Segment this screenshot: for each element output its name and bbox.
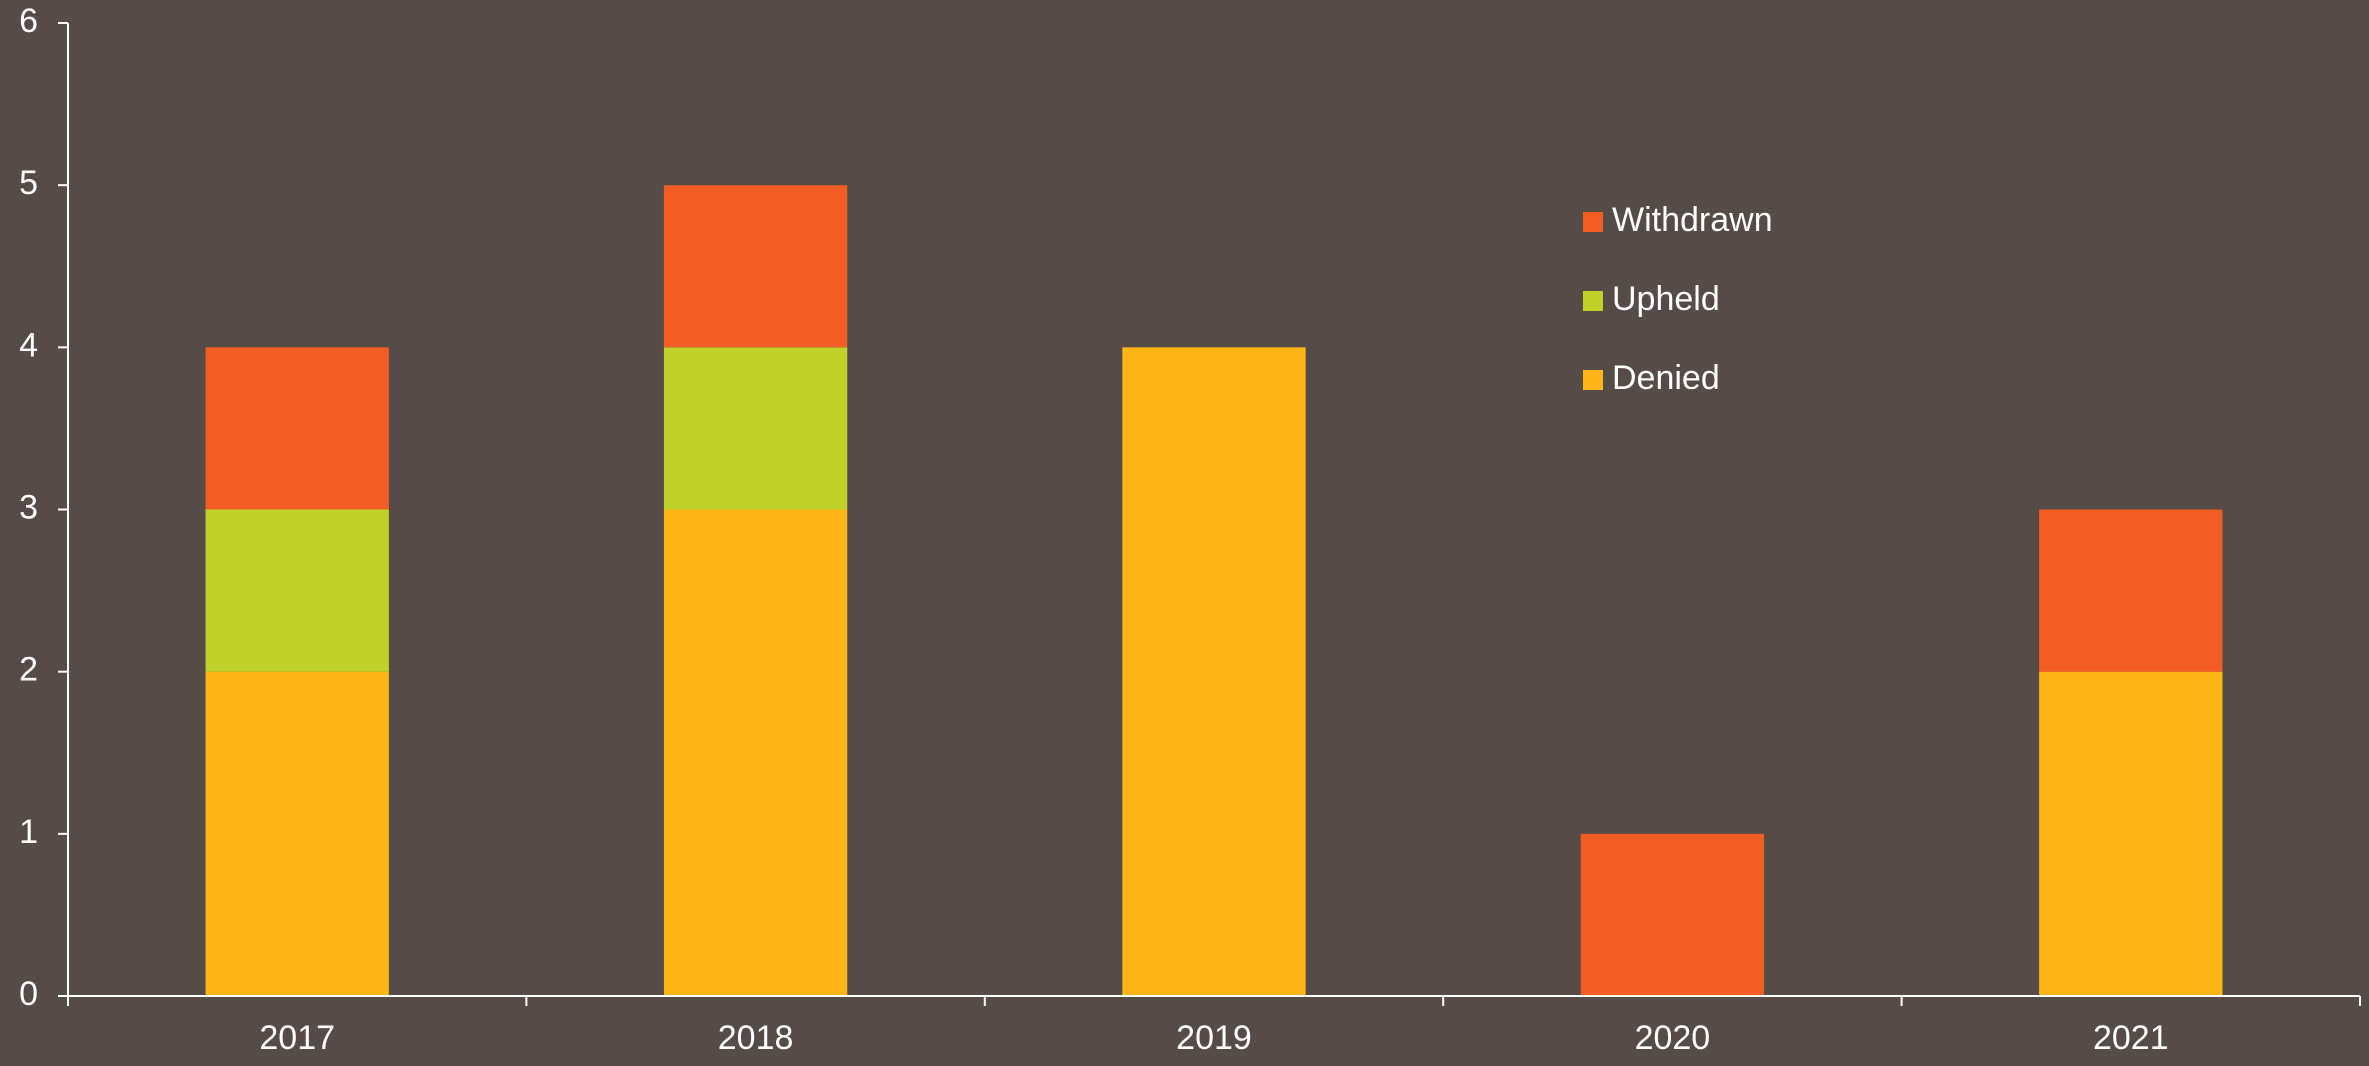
- y-tick-label: 6: [19, 2, 38, 40]
- x-tick-label: 2017: [259, 1019, 335, 1057]
- x-tick-label: 2018: [718, 1019, 794, 1057]
- legend-label: Withdrawn: [1612, 201, 1773, 239]
- y-tick-label: 4: [19, 326, 38, 364]
- bar-segment: [2039, 509, 2223, 672]
- bar-segment: [663, 185, 848, 348]
- y-tick-label: 5: [19, 164, 38, 202]
- bar-segment: [1580, 833, 1765, 996]
- legend-swatch: [1583, 370, 1603, 390]
- legend-label: Denied: [1612, 359, 1720, 397]
- bar-segment: [1122, 347, 1306, 996]
- y-tick-label: 1: [19, 813, 38, 851]
- x-tick-label: 2021: [2093, 1019, 2169, 1057]
- x-tick-label: 2020: [1635, 1019, 1711, 1057]
- bar-segment: [2039, 671, 2223, 996]
- x-tick-label: 2019: [1176, 1019, 1252, 1057]
- bar-segment: [205, 509, 389, 672]
- legend-swatch: [1583, 212, 1603, 232]
- y-tick-label: 0: [19, 975, 38, 1013]
- bar-segment: [205, 671, 389, 996]
- y-tick-label: 2: [19, 651, 38, 689]
- bar-segment: [205, 347, 389, 510]
- y-tick-label: 3: [19, 488, 38, 526]
- bar-segment: [663, 347, 848, 510]
- legend-swatch: [1583, 291, 1603, 311]
- bar-segment: [663, 509, 848, 996]
- legend-label: Upheld: [1612, 280, 1720, 318]
